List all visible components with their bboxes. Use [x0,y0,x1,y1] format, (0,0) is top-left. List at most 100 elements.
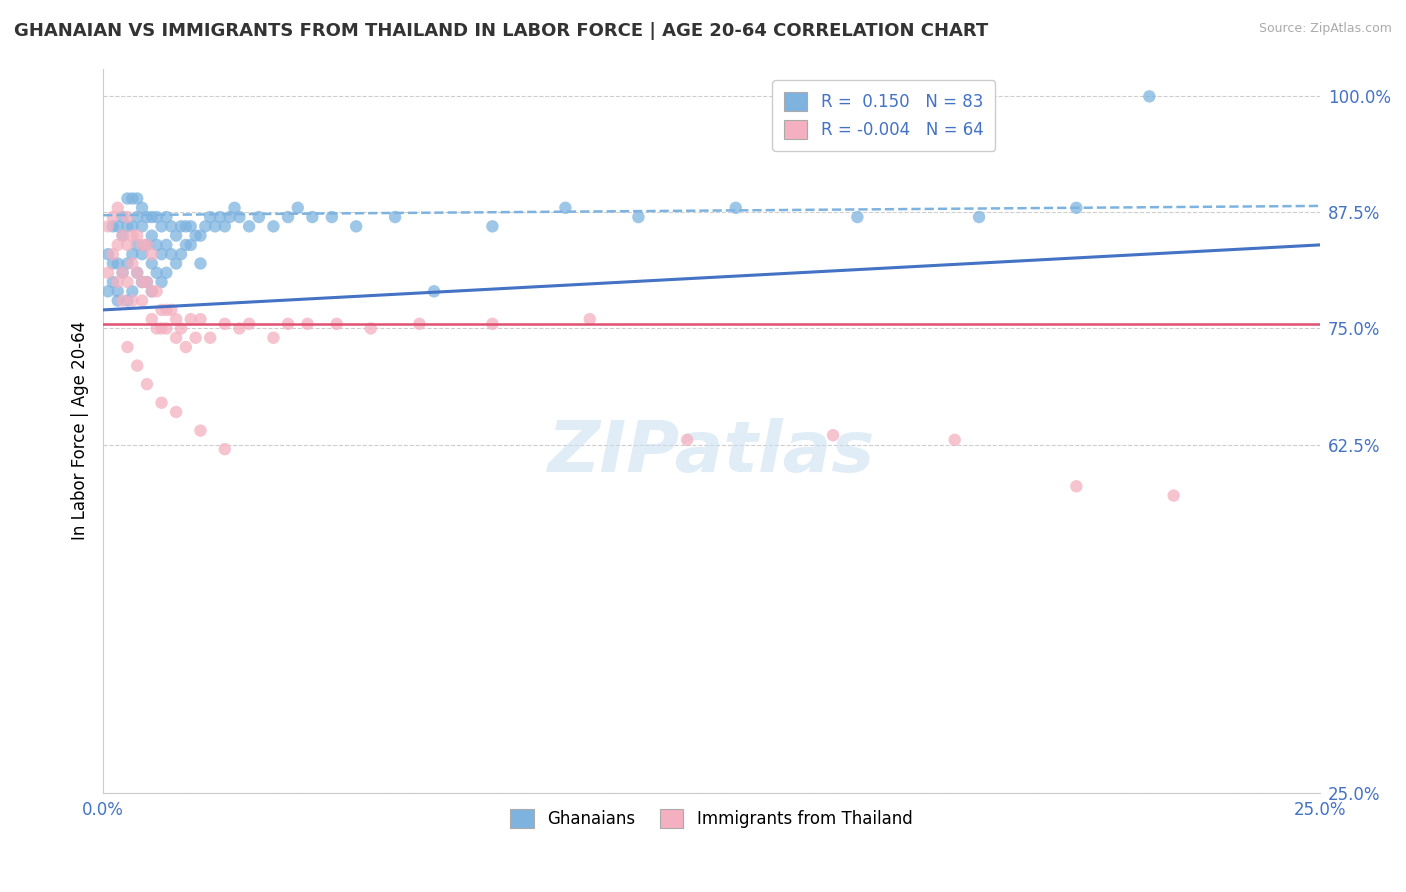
Point [277,210,299,224]
Point [155,238,177,252]
Point [107,238,129,252]
Point [408,317,430,331]
Point [121,285,143,299]
Point [165,312,187,326]
Point [131,219,153,234]
Point [165,228,187,243]
Point [170,247,193,261]
Point [228,321,250,335]
Point [247,210,270,224]
Point [107,219,129,234]
Point [127,359,149,373]
Point [160,302,183,317]
Point [127,228,149,243]
Point [277,317,299,331]
Point [117,192,139,206]
Point [127,192,149,206]
Point [423,285,446,299]
Point [135,275,157,289]
Point [150,321,173,335]
Point [165,331,187,345]
Point [160,247,183,261]
Point [1163,489,1185,503]
Point [121,219,143,234]
Point [228,210,250,224]
Point [131,201,153,215]
Point [111,266,134,280]
Point [344,219,367,234]
Point [1137,89,1160,103]
Point [180,238,202,252]
Point [131,247,153,261]
Point [155,210,177,224]
Point [180,219,202,234]
Point [135,275,157,289]
Point [676,433,699,447]
Point [170,219,193,234]
Point [287,201,309,215]
Point [101,210,124,224]
Point [145,285,167,299]
Point [198,331,221,345]
Point [155,321,177,335]
Point [131,275,153,289]
Point [131,238,153,252]
Point [170,321,193,335]
Point [111,266,134,280]
Point [97,247,120,261]
Point [481,219,503,234]
Text: ZIPatlas: ZIPatlas [548,417,875,487]
Text: GHANAIAN VS IMMIGRANTS FROM THAILAND IN LABOR FORCE | AGE 20-64 CORRELATION CHAR: GHANAIAN VS IMMIGRANTS FROM THAILAND IN … [14,22,988,40]
Legend: Ghanaians, Immigrants from Thailand: Ghanaians, Immigrants from Thailand [503,803,920,835]
Point [578,312,600,326]
Point [627,210,650,224]
Point [97,266,120,280]
Point [190,228,212,243]
Point [107,293,129,308]
Point [135,377,157,392]
Point [101,219,124,234]
Point [111,228,134,243]
Point [214,219,236,234]
Point [198,210,221,224]
Point [174,219,197,234]
Point [117,256,139,270]
Point [101,256,124,270]
Point [150,219,173,234]
Point [101,247,124,261]
Point [111,228,134,243]
Point [218,210,240,224]
Point [1066,479,1088,493]
Point [121,228,143,243]
Point [190,256,212,270]
Point [145,266,167,280]
Point [141,285,163,299]
Point [141,312,163,326]
Point [821,428,844,442]
Point [208,210,231,224]
Point [150,302,173,317]
Point [111,210,134,224]
Point [135,238,157,252]
Point [967,210,990,224]
Point [1066,201,1088,215]
Point [107,256,129,270]
Point [943,433,966,447]
Point [117,340,139,354]
Point [150,275,173,289]
Point [135,210,157,224]
Point [150,395,173,409]
Point [360,321,382,335]
Point [141,285,163,299]
Point [131,293,153,308]
Point [224,201,246,215]
Point [117,210,139,224]
Point [145,210,167,224]
Point [131,275,153,289]
Point [321,210,343,224]
Point [190,312,212,326]
Point [127,266,149,280]
Point [97,285,120,299]
Point [121,293,143,308]
Point [204,219,226,234]
